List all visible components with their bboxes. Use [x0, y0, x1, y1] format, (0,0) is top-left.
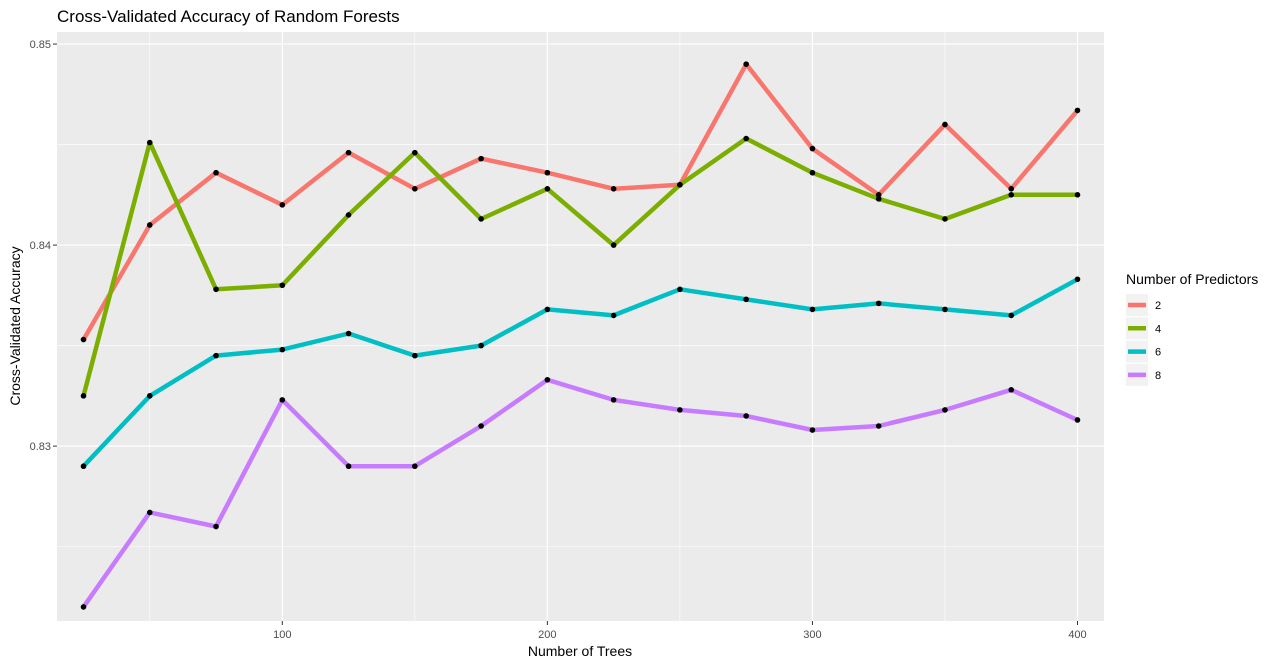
data-point-2	[279, 202, 286, 208]
x-tick-label: 400	[1068, 629, 1086, 641]
y-tick-label: 0.84	[30, 240, 51, 252]
axis-ticks: 100 200 300 400 0.83 0.84 0.85	[30, 39, 1087, 641]
data-point-2	[1074, 107, 1081, 114]
x-tick-label: 300	[803, 629, 821, 641]
data-point-6	[809, 306, 816, 313]
data-point-6	[610, 312, 617, 319]
series-line-6	[81, 277, 1079, 468]
data-point-8	[743, 413, 749, 419]
data-point-6	[942, 306, 948, 313]
data-points	[80, 61, 1081, 610]
data-point-6	[345, 330, 352, 337]
data-point-6	[213, 352, 219, 359]
data-point-6	[80, 463, 87, 470]
data-point-4	[279, 282, 286, 289]
data-point-8	[677, 407, 683, 413]
data-point-2	[875, 192, 882, 198]
data-point-6	[544, 306, 551, 313]
data-point-2	[1008, 185, 1015, 192]
legend-label-2: 2	[1155, 300, 1161, 312]
chart-title: Cross-Validated Accuracy of Random Fores…	[57, 7, 400, 26]
data-point-8	[80, 604, 87, 610]
data-point-2	[80, 336, 87, 343]
x-axis-title: Number of Trees	[528, 643, 632, 659]
x-tick-label: 100	[273, 629, 291, 641]
legend-title: Number of Predictors	[1126, 271, 1258, 287]
data-point-6	[1074, 276, 1081, 283]
data-point-4	[544, 185, 551, 192]
data-point-8	[146, 509, 153, 516]
data-point-6	[677, 286, 683, 293]
data-point-6	[478, 342, 484, 349]
legend: Number of Predictors 2 4 6 8	[1126, 271, 1258, 386]
data-point-8	[942, 407, 948, 413]
data-point-8	[345, 463, 352, 470]
plot-panel	[57, 32, 1104, 621]
data-point-6	[1008, 312, 1015, 319]
data-point-2	[610, 185, 617, 192]
legend-label-6: 6	[1155, 347, 1161, 359]
data-point-2	[942, 121, 948, 128]
data-point-2	[544, 169, 551, 176]
data-point-8	[1008, 387, 1015, 393]
data-point-8	[610, 397, 617, 403]
data-point-4	[610, 242, 617, 248]
data-point-8	[279, 397, 286, 403]
data-point-2	[213, 169, 219, 176]
data-point-4	[412, 149, 418, 156]
data-point-8	[1074, 417, 1081, 423]
legend-label-8: 8	[1155, 370, 1161, 382]
data-point-2	[743, 61, 749, 67]
data-point-4	[942, 216, 948, 222]
data-point-2	[146, 222, 153, 228]
data-point-4	[743, 135, 749, 142]
data-point-4	[677, 181, 683, 188]
grid-lines	[57, 32, 1104, 621]
data-point-4	[345, 212, 352, 218]
series-line-2	[81, 61, 1080, 341]
data-point-6	[279, 346, 286, 353]
data-point-8	[809, 427, 816, 433]
data-point-6	[875, 300, 882, 307]
data-point-8	[213, 523, 219, 530]
data-point-2	[478, 155, 484, 162]
data-point-8	[875, 423, 882, 429]
data-point-2	[809, 145, 816, 152]
data-point-8	[412, 463, 418, 470]
data-point-4	[809, 169, 816, 176]
data-point-4	[213, 286, 219, 293]
series-line-8	[81, 377, 1079, 609]
data-point-8	[478, 423, 484, 429]
x-tick-label: 200	[538, 629, 556, 641]
y-axis-title: Cross-Validated Accuracy	[7, 246, 23, 405]
data-point-6	[412, 352, 418, 359]
data-point-6	[146, 393, 153, 399]
data-point-4	[146, 139, 153, 146]
data-point-4	[1074, 192, 1081, 198]
series-line-4	[81, 136, 1078, 397]
legend-label-4: 4	[1155, 323, 1161, 335]
data-point-4	[80, 393, 87, 399]
data-point-4	[478, 216, 484, 222]
data-point-8	[544, 376, 551, 383]
series-lines	[81, 61, 1080, 609]
data-point-4	[1008, 192, 1015, 198]
y-tick-label: 0.85	[30, 39, 51, 51]
data-point-4	[875, 196, 882, 202]
data-point-2	[412, 185, 418, 192]
y-tick-label: 0.83	[30, 441, 51, 453]
data-point-2	[345, 149, 352, 156]
data-point-6	[743, 296, 749, 303]
